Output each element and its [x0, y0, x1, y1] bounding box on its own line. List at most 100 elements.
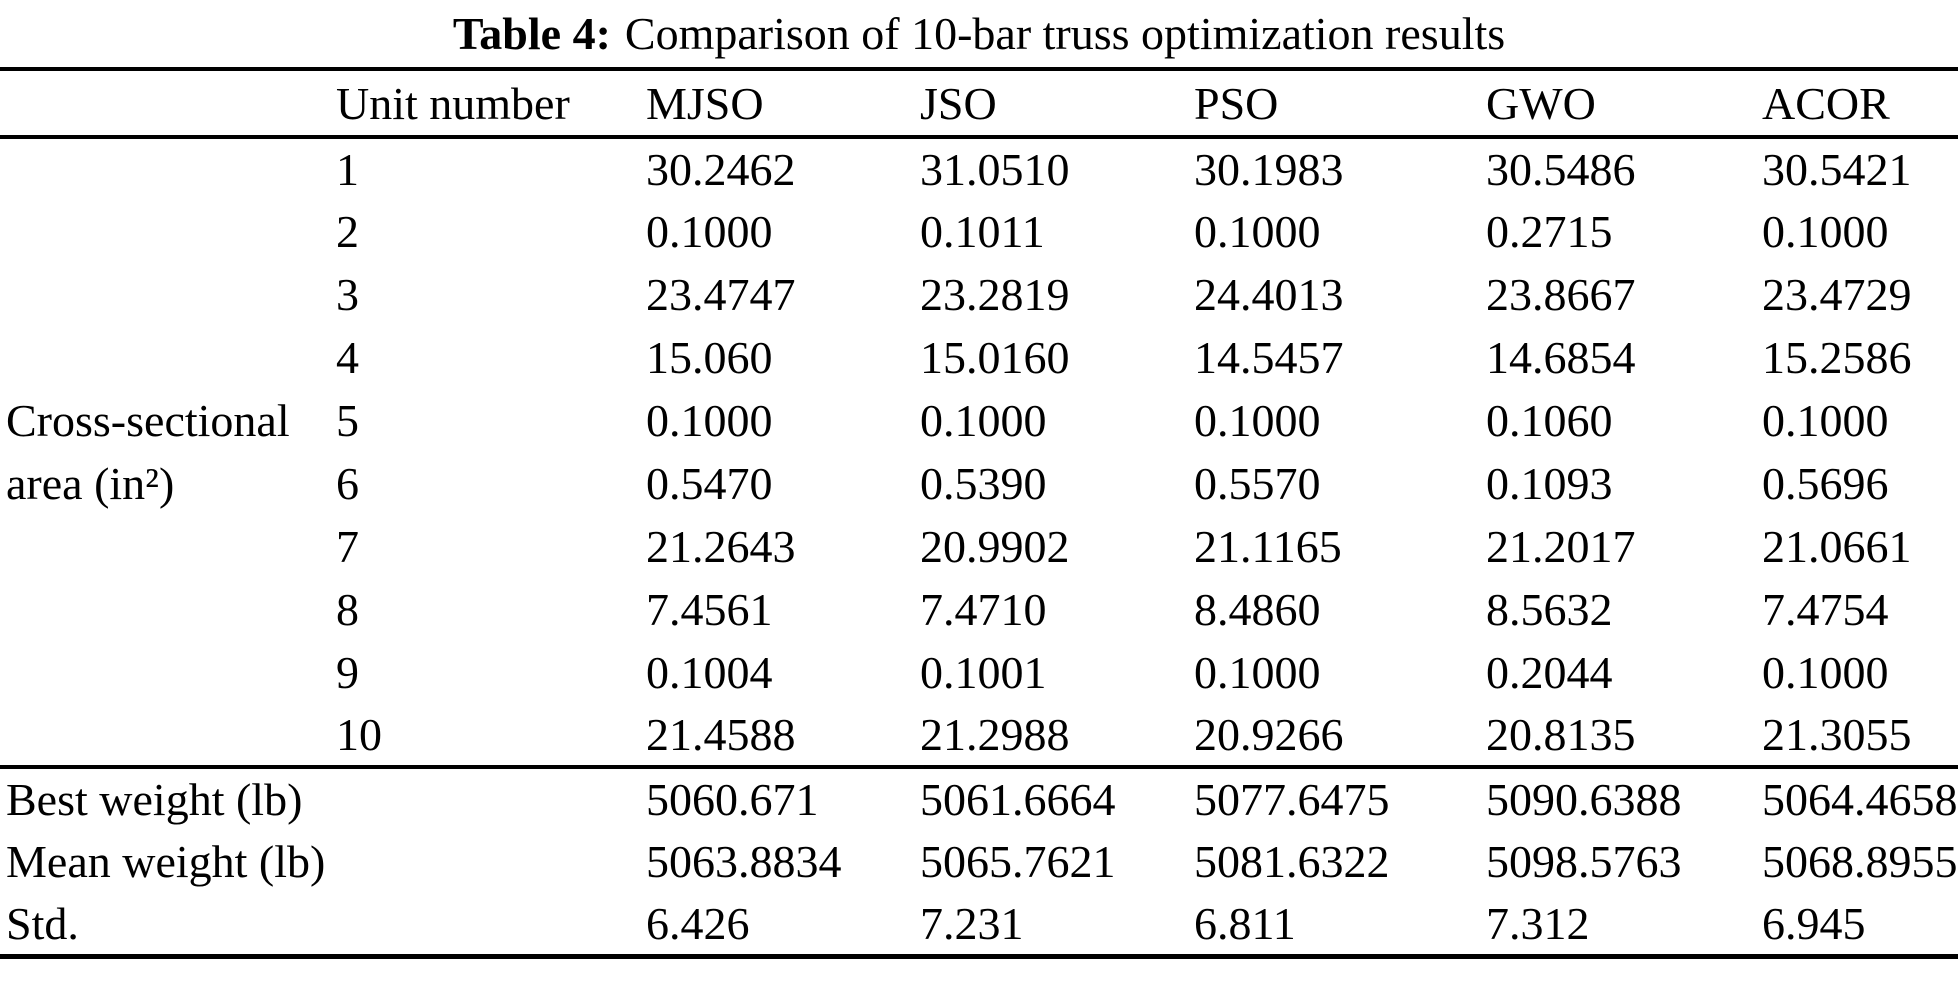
- value-cell: 5068.8955: [1762, 836, 1958, 887]
- unit-cell: 9: [336, 647, 359, 698]
- value-cell: 23.4747: [646, 269, 796, 320]
- table-caption: Table 4: Comparison of 10-bar truss opti…: [0, 0, 1958, 67]
- value-cell: 0.1000: [646, 206, 773, 257]
- summary-label: Mean weight (lb): [6, 836, 326, 887]
- value-cell: 7.4754: [1762, 584, 1889, 635]
- value-cell: 30.2462: [646, 144, 796, 195]
- row-group-label-line1: Cross-sectional: [6, 394, 290, 446]
- col-header-gwo: GWO: [1486, 77, 1596, 129]
- value-cell: 5060.671: [646, 774, 819, 825]
- value-cell: 15.060: [646, 332, 773, 383]
- value-cell: 15.0160: [920, 332, 1070, 383]
- value-cell: 21.0661: [1762, 521, 1912, 572]
- value-cell: 23.8667: [1486, 269, 1636, 320]
- col-header-unit-number: Unit number: [336, 77, 570, 129]
- value-cell: 20.9266: [1194, 709, 1344, 760]
- value-cell: 21.1165: [1194, 521, 1342, 572]
- value-cell: 0.1000: [1194, 206, 1321, 257]
- table-row: 6 0.5470 0.5390 0.5570 0.1093 0.5696: [0, 452, 1958, 515]
- header-row: Unit number MJSO JSO PSO GWO ACOR: [0, 69, 1958, 137]
- value-cell: 0.1000: [1194, 647, 1321, 698]
- value-cell: 7.4710: [920, 584, 1047, 635]
- table-caption-number: Table 4:: [452, 8, 611, 59]
- value-cell: 0.1001: [920, 647, 1047, 698]
- value-cell: 5064.4658: [1762, 774, 1958, 825]
- value-cell: 5090.6388: [1486, 774, 1682, 825]
- summary-label: Std.: [6, 897, 79, 949]
- header-cell-empty: [0, 69, 330, 137]
- value-cell: 30.1983: [1194, 144, 1344, 195]
- value-cell: 31.0510: [920, 144, 1070, 195]
- value-cell: 0.1000: [1762, 206, 1889, 257]
- unit-cell: 4: [336, 332, 359, 383]
- summary-row-mean-weight: Mean weight (lb) 5063.8834 5065.7621 508…: [0, 830, 1958, 893]
- summary-label: Best weight (lb): [6, 774, 303, 825]
- table-row: 3 23.4747 23.2819 24.4013 23.8667 23.472…: [0, 263, 1958, 326]
- unit-cell: 6: [336, 458, 359, 509]
- unit-cell: 1: [336, 144, 359, 195]
- value-cell: 0.5696: [1762, 458, 1889, 509]
- value-cell: 0.1093: [1486, 458, 1613, 509]
- value-cell: 7.312: [1486, 897, 1590, 949]
- table-row: Cross-sectional area (in²) 1 30.2462 31.…: [0, 137, 1958, 509]
- value-cell: 21.2643: [646, 521, 796, 572]
- value-cell: 21.4588: [646, 709, 796, 760]
- value-cell: 24.4013: [1194, 269, 1344, 320]
- value-cell: 0.1000: [1762, 395, 1889, 446]
- value-cell: 23.4729: [1762, 269, 1912, 320]
- value-cell: 21.3055: [1762, 709, 1912, 760]
- value-cell: 7.231: [920, 897, 1024, 949]
- row-group-label-line2: area (in²): [6, 458, 175, 509]
- summary-row-std: Std. 6.426 7.231 6.811 7.312 6.945: [0, 893, 1958, 956]
- table-row: 10 21.4588 21.2988 20.9266 20.8135 21.30…: [0, 704, 1958, 767]
- value-cell: 8.4860: [1194, 584, 1321, 635]
- value-cell: 0.1000: [1194, 395, 1321, 446]
- value-cell: 0.1060: [1486, 395, 1613, 446]
- table-row: 8 7.4561 7.4710 8.4860 8.5632 7.4754: [0, 578, 1958, 641]
- col-header-jso: JSO: [920, 77, 997, 129]
- value-cell: 0.1011: [920, 206, 1045, 257]
- value-cell: 0.5570: [1194, 458, 1321, 509]
- value-cell: 30.5421: [1762, 144, 1912, 195]
- value-cell: 0.5470: [646, 458, 773, 509]
- value-cell: 6.945: [1762, 897, 1866, 949]
- value-cell: 21.2988: [920, 709, 1070, 760]
- col-header-mjso: MJSO: [646, 77, 764, 129]
- value-cell: 0.1000: [1762, 647, 1889, 698]
- table-row: 9 0.1004 0.1001 0.1000 0.2044 0.1000: [0, 641, 1958, 704]
- unit-cell: 5: [336, 395, 359, 446]
- summary-row-best-weight: Best weight (lb) 5060.671 5061.6664 5077…: [0, 767, 1958, 830]
- table-row: 2 0.1000 0.1011 0.1000 0.2715 0.1000: [0, 200, 1958, 263]
- value-cell: 0.1004: [646, 647, 773, 698]
- table-row: 7 21.2643 20.9902 21.1165 21.2017 21.066…: [0, 515, 1958, 578]
- col-header-acor: ACOR: [1762, 77, 1890, 129]
- value-cell: 15.2586: [1762, 332, 1912, 383]
- value-cell: 6.811: [1194, 897, 1296, 949]
- value-cell: 14.5457: [1194, 332, 1344, 383]
- value-cell: 5065.7621: [920, 836, 1116, 887]
- value-cell: 5081.6322: [1194, 836, 1390, 887]
- value-cell: 5077.6475: [1194, 774, 1390, 825]
- value-cell: 5061.6664: [920, 774, 1116, 825]
- value-cell: 21.2017: [1486, 521, 1636, 572]
- value-cell: 20.9902: [920, 521, 1070, 572]
- value-cell: 23.2819: [920, 269, 1070, 320]
- value-cell: 0.1000: [646, 395, 773, 446]
- value-cell: 20.8135: [1486, 709, 1636, 760]
- table-row: 5 0.1000 0.1000 0.1000 0.1060 0.1000: [0, 389, 1958, 452]
- value-cell: 5063.8834: [646, 836, 842, 887]
- value-cell: 7.4561: [646, 584, 773, 635]
- value-cell: 14.6854: [1486, 332, 1636, 383]
- table-caption-title: Comparison of 10-bar truss optimization …: [624, 8, 1506, 59]
- unit-cell: 3: [336, 269, 359, 320]
- unit-cell: 7: [336, 521, 359, 572]
- value-cell: 6.426: [646, 897, 750, 949]
- value-cell: 0.2044: [1486, 647, 1613, 698]
- value-cell: 0.2715: [1486, 206, 1613, 257]
- value-cell: 0.5390: [920, 458, 1047, 509]
- unit-cell: 2: [336, 206, 359, 257]
- value-cell: 8.5632: [1486, 584, 1613, 635]
- unit-cell: 10: [336, 709, 382, 760]
- row-group-label: Cross-sectional area (in²): [0, 137, 330, 767]
